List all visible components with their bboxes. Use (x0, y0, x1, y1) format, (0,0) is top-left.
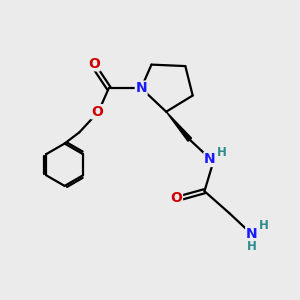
Text: H: H (217, 146, 226, 159)
Text: N: N (204, 152, 216, 167)
Text: O: O (91, 105, 103, 119)
Text: N: N (135, 81, 147, 95)
Text: O: O (88, 57, 100, 71)
Text: H: H (259, 220, 269, 232)
Text: H: H (247, 240, 256, 253)
Text: O: O (171, 191, 182, 205)
Polygon shape (166, 112, 192, 141)
Text: N: N (246, 227, 257, 241)
